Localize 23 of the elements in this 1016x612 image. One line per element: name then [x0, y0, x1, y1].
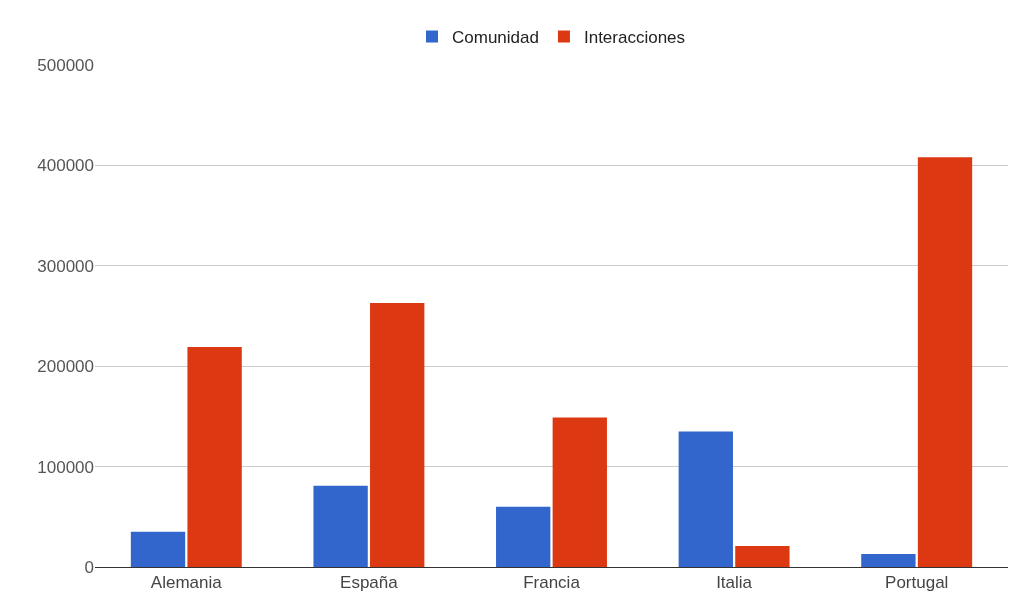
x-tick-label: España	[340, 573, 399, 593]
bar	[735, 545, 790, 567]
bar	[370, 302, 425, 567]
y-tick-label: 400000	[37, 156, 94, 176]
y-tick-label: 300000	[37, 256, 94, 276]
bar	[678, 431, 733, 567]
y-tick-label: 0	[84, 557, 94, 577]
bar	[552, 417, 607, 567]
bar	[187, 347, 242, 567]
bar	[861, 553, 916, 567]
bar	[917, 157, 973, 567]
x-tick-label: Francia	[523, 573, 581, 593]
legend-label: Interacciones	[583, 28, 686, 48]
y-tick-label: 500000	[37, 55, 94, 75]
bar	[496, 506, 551, 567]
y-tick-label: 200000	[37, 357, 94, 377]
legend-label: Comunidad	[452, 28, 539, 48]
bar	[313, 485, 368, 567]
y-tick-label: 100000	[37, 457, 94, 477]
x-tick-label: Portugal	[885, 573, 949, 593]
x-tick-label: Italia	[716, 573, 753, 593]
x-tick-label: Alemania	[150, 573, 223, 593]
bar	[130, 531, 186, 567]
